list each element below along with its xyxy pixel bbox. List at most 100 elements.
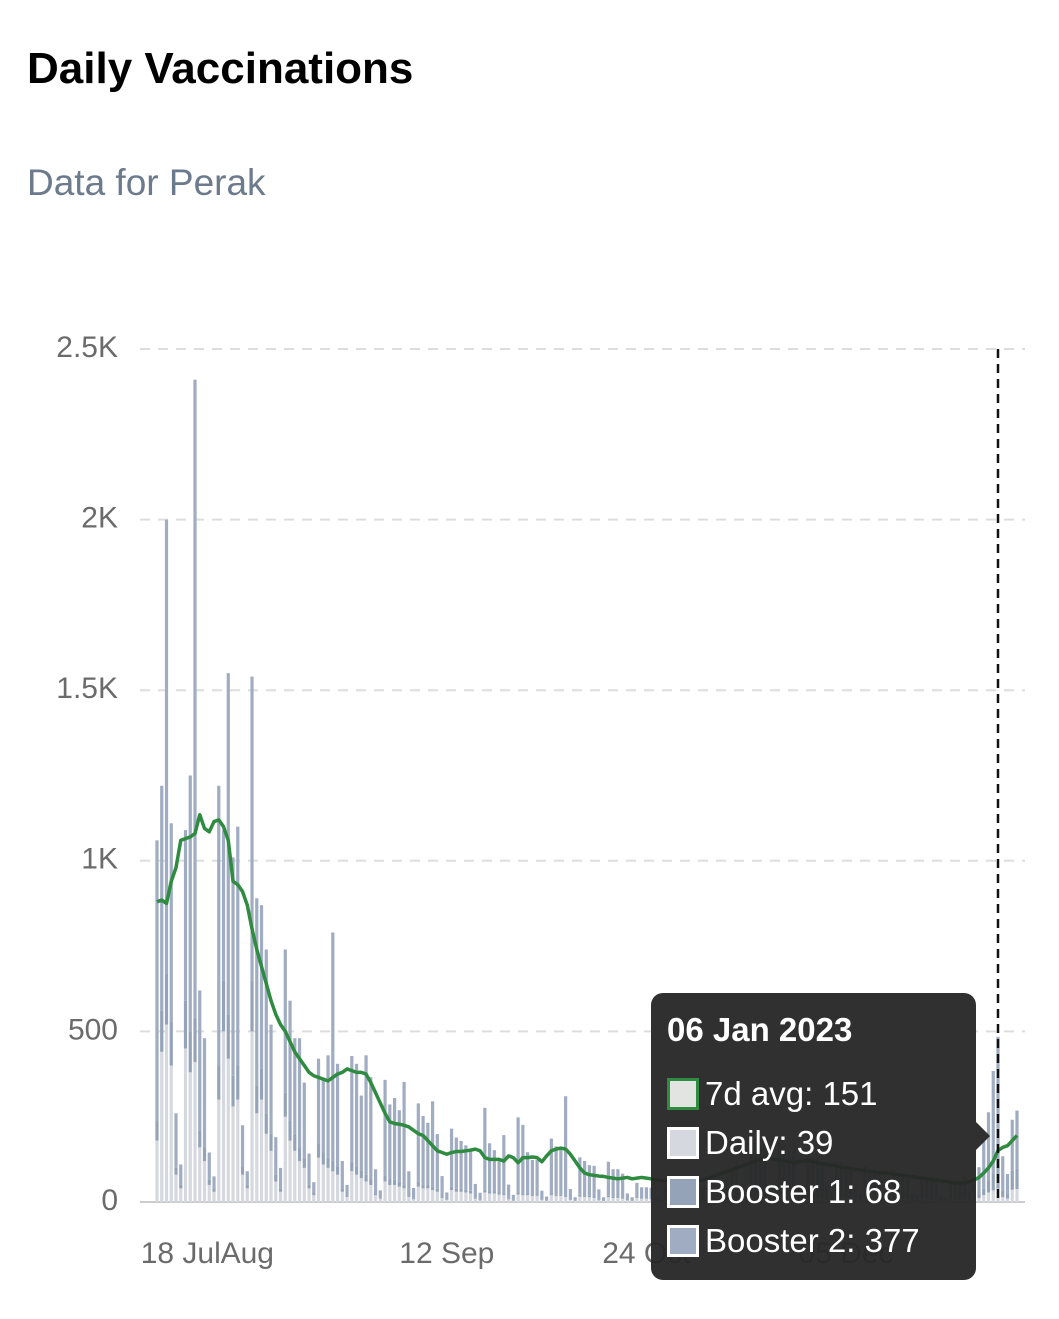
bar bbox=[483, 1189, 487, 1193]
bar bbox=[507, 1184, 511, 1199]
bar bbox=[350, 1161, 354, 1172]
bar bbox=[468, 1190, 473, 1194]
bar bbox=[1001, 1156, 1005, 1191]
bar bbox=[160, 1010, 164, 1052]
bar bbox=[630, 1197, 634, 1201]
bar bbox=[407, 1195, 411, 1197]
bar bbox=[554, 1194, 558, 1196]
bar bbox=[155, 840, 159, 1121]
bar bbox=[411, 1188, 416, 1199]
bar bbox=[221, 1031, 226, 1202]
bar bbox=[468, 1193, 473, 1202]
bar bbox=[155, 1140, 159, 1202]
bar bbox=[454, 1191, 458, 1202]
bar bbox=[1010, 1189, 1014, 1202]
tooltip-swatch bbox=[667, 1077, 699, 1110]
bar bbox=[335, 1166, 340, 1175]
bar bbox=[378, 1198, 382, 1202]
bar bbox=[369, 1184, 373, 1202]
bar bbox=[392, 1097, 397, 1180]
bar bbox=[602, 1197, 606, 1201]
bar bbox=[616, 1196, 620, 1198]
bar bbox=[478, 1200, 482, 1202]
bar bbox=[516, 1192, 520, 1195]
bar bbox=[492, 1191, 496, 1194]
bar bbox=[392, 1184, 397, 1202]
bar bbox=[445, 1192, 449, 1200]
bar bbox=[397, 1110, 401, 1182]
bar bbox=[174, 1113, 178, 1168]
bar bbox=[478, 1192, 482, 1200]
bar bbox=[221, 980, 226, 1032]
bar bbox=[464, 1189, 468, 1193]
bar bbox=[1001, 1190, 1005, 1198]
bar bbox=[430, 1190, 435, 1202]
bar bbox=[307, 1188, 311, 1202]
bar bbox=[483, 1107, 487, 1190]
bar bbox=[573, 1197, 577, 1201]
bar bbox=[373, 1195, 378, 1202]
bar bbox=[283, 1092, 287, 1117]
bar bbox=[321, 1077, 325, 1153]
bar bbox=[625, 1200, 629, 1202]
bar bbox=[982, 1195, 986, 1202]
bar bbox=[559, 1194, 563, 1196]
bar bbox=[630, 1200, 634, 1202]
bar bbox=[302, 1167, 306, 1202]
bar bbox=[345, 1184, 349, 1196]
bar bbox=[459, 1188, 463, 1192]
bar bbox=[564, 1196, 568, 1202]
tooltip-series-name: Booster 1 bbox=[705, 1173, 865, 1211]
tooltip-value: 39 bbox=[796, 1123, 834, 1161]
tooltip-swatch bbox=[667, 1126, 699, 1159]
bar bbox=[644, 1198, 648, 1202]
bar bbox=[1001, 1197, 1005, 1202]
bar bbox=[602, 1200, 606, 1202]
bar bbox=[402, 1184, 406, 1189]
bar bbox=[497, 1192, 501, 1195]
bar bbox=[473, 1198, 477, 1202]
bar bbox=[597, 1200, 601, 1202]
bar bbox=[331, 932, 335, 1162]
bar bbox=[288, 1000, 292, 1121]
bar bbox=[564, 1096, 568, 1196]
tooltip: 06 Jan 2023 7d avg151Daily39Booster 168B… bbox=[651, 993, 976, 1280]
bar bbox=[264, 1113, 268, 1134]
bar bbox=[492, 1150, 496, 1192]
bar bbox=[236, 1065, 240, 1100]
bar bbox=[302, 1157, 306, 1168]
bar bbox=[255, 1113, 259, 1202]
bar bbox=[293, 1133, 297, 1151]
bar bbox=[354, 1063, 359, 1167]
bar bbox=[302, 1082, 306, 1158]
bar bbox=[388, 1104, 392, 1180]
bar bbox=[297, 1038, 302, 1148]
bar bbox=[449, 1128, 454, 1187]
bar bbox=[207, 1184, 211, 1202]
bar bbox=[459, 1140, 463, 1189]
bar bbox=[426, 1122, 430, 1185]
bar bbox=[977, 1197, 981, 1202]
bar bbox=[986, 1192, 991, 1202]
bar bbox=[378, 1190, 382, 1198]
bar bbox=[597, 1199, 601, 1201]
bar bbox=[316, 1058, 321, 1144]
bar bbox=[202, 1161, 207, 1202]
bar bbox=[383, 1079, 387, 1176]
bar bbox=[616, 1169, 620, 1197]
bar bbox=[549, 1193, 553, 1196]
bar bbox=[397, 1181, 401, 1187]
bar bbox=[335, 1174, 340, 1202]
bar bbox=[326, 1167, 330, 1202]
bar bbox=[392, 1179, 397, 1185]
bar bbox=[312, 1195, 316, 1202]
bar bbox=[269, 1024, 273, 1134]
bar bbox=[587, 1197, 591, 1202]
bar bbox=[274, 1174, 278, 1182]
bar bbox=[416, 1186, 420, 1202]
bar bbox=[198, 1130, 202, 1148]
bar bbox=[245, 1188, 249, 1202]
bar bbox=[164, 973, 169, 1025]
bar bbox=[198, 1147, 202, 1202]
bar bbox=[440, 1176, 444, 1197]
